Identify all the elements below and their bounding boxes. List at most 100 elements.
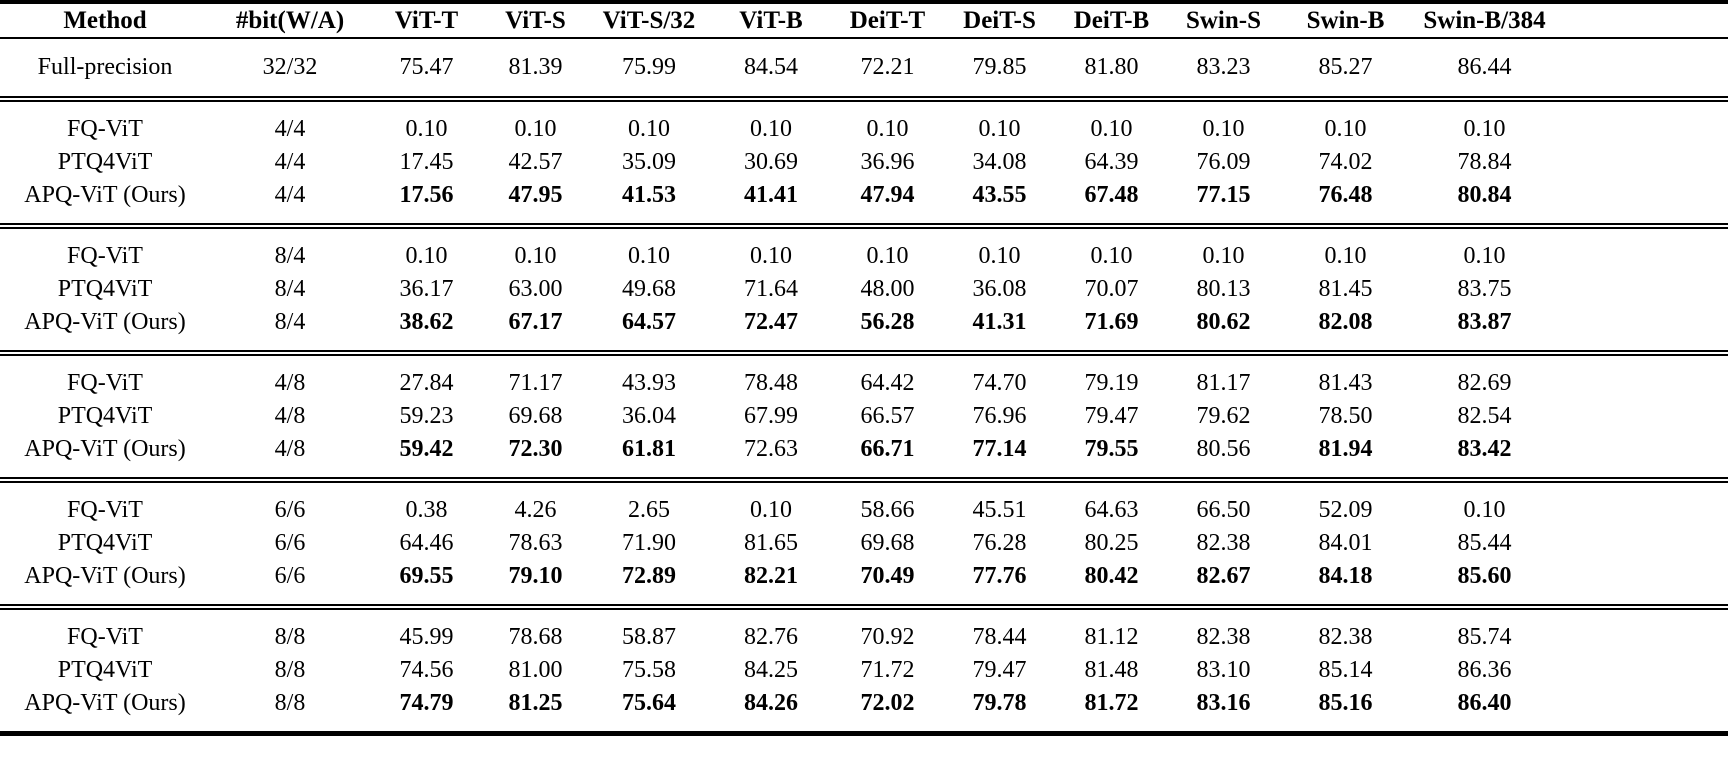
value-cell: 0.10 (1324, 116, 1367, 142)
value-cell: 81.12 (1084, 624, 1139, 650)
value-cell: 72.47 (744, 309, 798, 335)
value-cell: 0.10 (1463, 243, 1506, 269)
value-cell: 0.10 (1090, 243, 1133, 269)
value-cell: 86.44 (1457, 54, 1512, 80)
value-cell: 74.02 (1318, 149, 1373, 175)
bits-cell: 8/4 (274, 309, 306, 335)
value-cell: 83.23 (1196, 54, 1251, 80)
value-cell: 0.10 (750, 116, 792, 142)
value-cell: 72.02 (860, 690, 915, 716)
table-row: APQ-ViT (Ours) 6/6 69.55 79.10 72.89 82.21 70.… (0, 560, 1728, 607)
value-cell: 0.10 (1202, 116, 1245, 142)
value-cell: 84.26 (744, 690, 798, 716)
value-cell: 79.19 (1084, 370, 1139, 396)
value-cell: 85.60 (1457, 563, 1512, 589)
value-cell: 82.08 (1318, 309, 1373, 335)
value-cell: 0.10 (1324, 243, 1367, 269)
value-cell: 82.38 (1196, 530, 1251, 556)
method-cell: FQ-ViT (67, 370, 143, 396)
value-cell: 77.76 (972, 563, 1027, 589)
bits-cell: 4/4 (274, 182, 306, 208)
value-cell: 27.84 (399, 370, 454, 396)
table-row: FQ-ViT 8/8 45.99 78.68 58.87 82.76 70.92 78.44 8… (0, 607, 1728, 654)
table-row: APQ-ViT (Ours) 8/4 38.62 67.17 64.57 72.47 56.… (0, 306, 1728, 353)
column-header: Swin-B (1306, 6, 1385, 34)
value-cell: 0.10 (405, 116, 448, 142)
method-cell: APQ-ViT (Ours) (24, 563, 186, 589)
column-header: DeiT-S (963, 6, 1036, 34)
column-header: Method (63, 6, 147, 34)
value-cell: 71.69 (1084, 309, 1139, 335)
method-cell: PTQ4ViT (57, 657, 153, 683)
value-cell: 59.42 (399, 436, 454, 462)
value-cell: 78.63 (508, 530, 563, 556)
value-cell: 30.69 (744, 149, 798, 175)
value-cell: 76.96 (972, 403, 1027, 429)
value-cell: 64.57 (622, 309, 676, 335)
column-header: ViT-S (505, 6, 566, 34)
value-cell: 78.44 (972, 624, 1027, 650)
value-cell: 84.54 (744, 54, 798, 80)
method-cell: PTQ4ViT (57, 530, 153, 556)
bits-cell: 4/8 (274, 403, 306, 429)
value-cell: 42.57 (508, 149, 563, 175)
value-cell: 85.14 (1318, 657, 1373, 683)
value-cell: 84.01 (1318, 530, 1373, 556)
value-cell: 45.99 (399, 624, 454, 650)
value-cell: 34.08 (972, 149, 1027, 175)
value-cell: 76.09 (1196, 149, 1251, 175)
value-cell: 63.00 (508, 276, 563, 302)
table-row: APQ-ViT (Ours) 4/8 59.42 72.30 61.81 72.63 66.… (0, 433, 1728, 480)
value-cell: 61.81 (622, 436, 676, 462)
value-cell: 48.00 (860, 276, 915, 302)
bits-cell: 6/6 (274, 563, 306, 589)
value-cell: 80.84 (1457, 182, 1512, 208)
value-cell: 79.55 (1084, 436, 1139, 462)
value-cell: 81.39 (508, 54, 563, 80)
bit-group-8-8: FQ-ViT 8/8 45.99 78.68 58.87 82.76 70.92 78.44 8… (0, 607, 1728, 734)
value-cell: 41.41 (744, 182, 798, 208)
value-cell: 0.10 (405, 243, 448, 269)
value-cell: 66.57 (860, 403, 915, 429)
value-cell: 70.07 (1084, 276, 1139, 302)
value-cell: 67.17 (508, 309, 563, 335)
value-cell: 64.39 (1084, 149, 1139, 175)
value-cell: 79.85 (972, 54, 1027, 80)
value-cell: 79.10 (508, 563, 563, 589)
value-cell: 56.28 (860, 309, 915, 335)
method-cell: FQ-ViT (67, 243, 143, 269)
value-cell: 75.47 (399, 54, 454, 80)
bits-cell: 8/8 (274, 690, 306, 716)
value-cell: 75.58 (622, 657, 676, 683)
bits-cell: 8/8 (274, 624, 306, 650)
value-cell: 71.90 (622, 530, 676, 556)
value-cell: 0.10 (514, 116, 557, 142)
value-cell: 81.72 (1084, 690, 1139, 716)
value-cell: 83.16 (1196, 690, 1251, 716)
header-row: Method #bit(W/A) ViT-T ViT-S ViT-S/32 ViT-B De… (0, 2, 1728, 38)
bits-cell: 8/4 (274, 243, 306, 269)
bit-group-6-6: FQ-ViT 6/6 0.38 4.26 2.65 0.10 58.66 45.51 64.63… (0, 480, 1728, 607)
value-cell: 74.56 (399, 657, 454, 683)
value-cell: 79.47 (972, 657, 1027, 683)
value-cell: 2.65 (628, 497, 670, 523)
value-cell: 71.64 (744, 276, 798, 302)
bit-group-8-4: FQ-ViT 8/4 0.10 0.10 0.10 0.10 0.10 0.10 0.10 0.1… (0, 226, 1728, 353)
table-row: APQ-ViT (Ours) 4/4 17.56 47.95 41.53 41.41 47.… (0, 179, 1728, 226)
value-cell: 75.64 (622, 690, 676, 716)
table-row: PTQ4ViT 6/6 64.46 78.63 71.90 81.65 69.68 76.28… (0, 527, 1728, 560)
table-row: Full-precision 32/32 75.47 81.39 75.99 84.54 7… (0, 38, 1728, 99)
value-cell: 4.26 (514, 497, 557, 523)
bits-cell: 6/6 (274, 497, 306, 523)
table-header: Method #bit(W/A) ViT-T ViT-S ViT-S/32 ViT-B De… (0, 2, 1728, 38)
value-cell: 64.46 (399, 530, 454, 556)
value-cell: 69.55 (399, 563, 454, 589)
value-cell: 0.10 (866, 116, 909, 142)
table-row: FQ-ViT 8/4 0.10 0.10 0.10 0.10 0.10 0.10 0.10 0.1… (0, 226, 1728, 273)
value-cell: 81.17 (1196, 370, 1251, 396)
value-cell: 36.17 (399, 276, 454, 302)
value-cell: 52.09 (1318, 497, 1373, 523)
value-cell: 17.56 (399, 182, 454, 208)
value-cell: 78.50 (1318, 403, 1373, 429)
value-cell: 78.48 (744, 370, 798, 396)
